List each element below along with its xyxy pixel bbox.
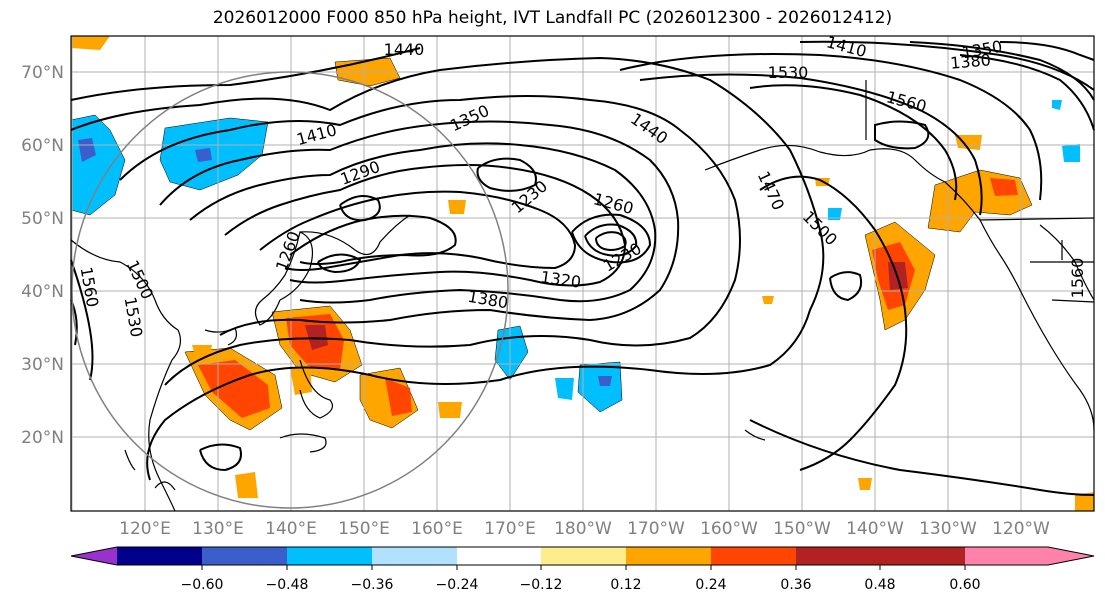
lat-label: 40°N <box>21 282 64 302</box>
colorbar-tick-label: −0.60 <box>181 577 224 593</box>
colorbar-tick-marks <box>201 565 966 570</box>
colorbar-tick-label: 0.48 <box>864 577 895 593</box>
colorbar-tick-label: 0.12 <box>610 577 641 593</box>
lon-label: 140°E <box>265 519 317 539</box>
colorbar-bin-high <box>880 547 965 565</box>
contour-label: 1380 <box>949 50 991 72</box>
lon-label: 160°E <box>411 519 463 539</box>
colorbar-outline <box>70 546 1095 566</box>
longitude-labels: 120°E 130°E 140°E 150°E 160°E 170°E 180°… <box>119 519 1050 539</box>
colorbar-extend-high <box>965 547 1094 565</box>
colorbar-tick-label: −0.36 <box>351 577 394 593</box>
colorbar-extend-low <box>71 547 117 565</box>
latitude-labels: 70°N 60°N 50°N 40°N 30°N 20°N <box>21 63 64 448</box>
colorbar-bin <box>796 547 880 565</box>
colorbar-bin <box>117 547 202 565</box>
lon-label: 180°W <box>554 519 612 539</box>
landfall-region-circle <box>71 71 509 509</box>
colorbar-tick-label: 0.36 <box>780 577 811 593</box>
contour-label: 1440 <box>384 40 425 59</box>
lon-label: 130°W <box>919 519 977 539</box>
lat-label: 20°N <box>21 428 64 448</box>
colorbar-tick-label: 0.24 <box>695 577 726 593</box>
colorbar-tick-label: −0.24 <box>436 577 479 593</box>
lon-label: 140°W <box>846 519 904 539</box>
map-frame <box>70 35 1095 512</box>
lon-label: 120°E <box>119 519 171 539</box>
gridlines <box>71 36 1094 511</box>
contour-label: 1560 <box>1068 258 1087 299</box>
lon-label: 150°W <box>773 519 831 539</box>
lat-label: 60°N <box>21 136 64 156</box>
contour-label: 1530 <box>768 63 809 82</box>
lon-label: 170°W <box>627 519 685 539</box>
colorbar-bin <box>372 547 457 565</box>
lon-label: 120°W <box>992 519 1050 539</box>
lon-label: 160°W <box>700 519 758 539</box>
colorbar-tick-label: 0.60 <box>949 577 980 593</box>
lon-label: 130°E <box>192 519 244 539</box>
colorbar-bin <box>287 547 372 565</box>
colorbar-tick-label: −0.12 <box>520 577 563 593</box>
height-contours <box>70 40 1095 496</box>
lat-label: 50°N <box>21 209 64 229</box>
colorbar-bin <box>202 547 287 565</box>
colorbar-bin <box>626 547 711 565</box>
map-title: 2026012000 F000 850 hPa height, IVT Land… <box>212 8 893 28</box>
lon-label: 150°E <box>338 519 390 539</box>
lat-label: 30°N <box>21 355 64 375</box>
colorbar-tick-label: −0.48 <box>266 577 309 593</box>
lat-label: 70°N <box>21 63 64 83</box>
colorbar-bin <box>457 547 541 565</box>
lon-label: 170°E <box>484 519 536 539</box>
colorbar-bin <box>711 547 796 565</box>
colorbar-bin <box>541 547 626 565</box>
colorbar: −0.60 −0.48 −0.36 −0.24 −0.12 0.12 0.24 … <box>70 546 1095 593</box>
